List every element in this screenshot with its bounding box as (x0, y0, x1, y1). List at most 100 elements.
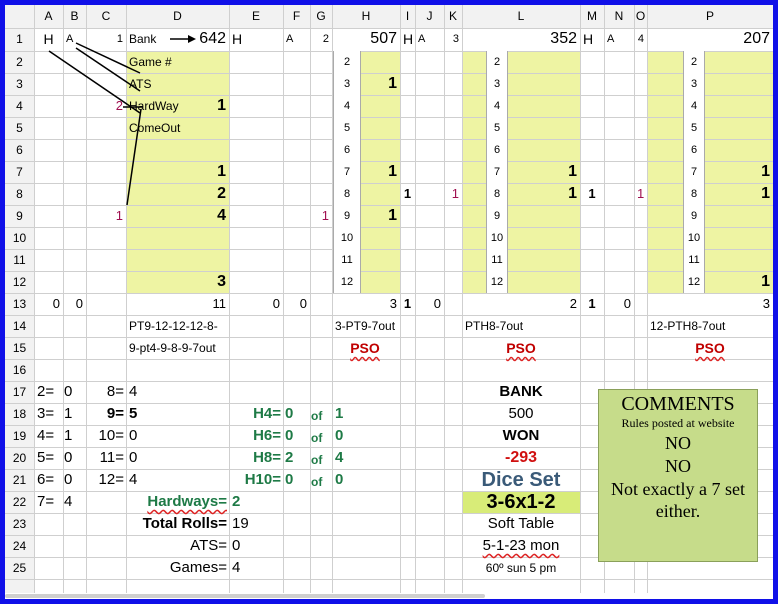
row-header[interactable]: 22 (12, 495, 27, 509)
dice-number-label: 8 (486, 183, 508, 205)
dice-number-label: 7 (333, 161, 361, 183)
row-header[interactable]: 20 (12, 451, 27, 465)
note-d14: PT9-12-12-12-8- (129, 319, 218, 333)
column-header[interactable]: J (426, 9, 433, 23)
gridline-v (332, 5, 333, 599)
row-header[interactable]: 19 (12, 429, 27, 443)
row-header[interactable]: 7 (16, 165, 23, 179)
column-header[interactable]: I (405, 9, 410, 23)
row-header[interactable]: 2 (16, 55, 23, 69)
gridline-h (5, 205, 773, 206)
column-header[interactable]: O (635, 9, 646, 23)
gridline-h (5, 51, 773, 52)
row-header[interactable]: 21 (12, 473, 27, 487)
row-header[interactable]: 25 (12, 561, 27, 575)
dice-number-label: 4 (486, 95, 508, 117)
ats-label: ATS= (190, 537, 227, 554)
tally-label: 10= (98, 427, 124, 444)
column-header[interactable]: P (705, 9, 714, 23)
row-header[interactable]: 11 (13, 253, 26, 267)
cell-f13: 0 (299, 296, 307, 311)
row-header[interactable]: 14 (12, 319, 27, 333)
hardway-total: 0 (335, 471, 344, 488)
comments-title: COMMENTS (621, 393, 735, 415)
dice-number-label: 3 (683, 73, 705, 95)
column-header[interactable]: C (101, 9, 111, 23)
gridline-h (5, 95, 773, 96)
label-bank: Bank (129, 32, 157, 46)
cell-g9: 1 (321, 208, 329, 223)
row-header[interactable]: 1 (16, 32, 23, 46)
row-header[interactable]: 23 (12, 517, 27, 531)
tally-value: 1 (64, 427, 73, 444)
gridline-h (5, 337, 773, 338)
dice-set-highlight (462, 491, 580, 513)
pso-l: PSO (506, 340, 536, 356)
row-header[interactable]: 6 (16, 143, 23, 157)
cell-m1: H (583, 31, 594, 47)
row-header[interactable]: 15 (12, 341, 27, 355)
cell-m13: 1 (588, 296, 596, 311)
tally-value: 5 (129, 405, 138, 422)
column-header[interactable]: G (316, 9, 326, 23)
column-header[interactable]: M (587, 9, 597, 23)
column-header-bar (5, 5, 773, 28)
label-comeout: ComeOut (129, 121, 181, 135)
column-header[interactable]: D (173, 9, 182, 23)
tally-label: 2= (37, 383, 55, 400)
row-header[interactable]: 13 (12, 297, 27, 311)
column-header[interactable]: A (44, 9, 53, 23)
column-header[interactable]: E (251, 9, 260, 23)
hardway-label: H8= (253, 449, 281, 466)
column-header[interactable]: B (70, 9, 79, 23)
cell-l13: 2 (569, 296, 577, 311)
hardway-of: of (311, 475, 323, 489)
yellow-column-0 (126, 51, 229, 293)
row-header[interactable]: 8 (16, 187, 23, 201)
gridline-v (229, 5, 230, 599)
row-header[interactable]: 24 (12, 539, 27, 553)
hardway-label: H6= (253, 427, 281, 444)
horizontal-scrollbar[interactable] (5, 593, 773, 599)
column-header[interactable]: L (517, 9, 525, 23)
column-header[interactable]: N (614, 9, 624, 23)
cell-j13: 0 (433, 296, 441, 311)
dice-number-label: 10 (333, 227, 361, 249)
scrollbar-thumb[interactable] (5, 594, 485, 598)
tally-label: 9= (106, 405, 124, 422)
row-header[interactable]: 4 (16, 99, 23, 113)
dice-number-label: 7 (683, 161, 705, 183)
hardway-total: 1 (335, 405, 344, 422)
cell-p-value: 1 (761, 163, 770, 180)
row-header[interactable]: 5 (16, 121, 23, 135)
spreadsheet: A B C D E F G H I J K L M N O P 1 2 3 4 5 6 7 8 9 10 11 12 13 14 15 16 1… (5, 5, 773, 599)
column-header[interactable]: H (361, 9, 371, 23)
cell-e1: H (232, 31, 243, 47)
row-header[interactable]: 3 (16, 77, 23, 91)
cell-d13: 11 (212, 296, 227, 311)
row-header[interactable]: 16 (12, 363, 27, 377)
comments-box: COMMENTS Rules posted at website NO NO N… (598, 389, 758, 562)
ats-value: 0 (232, 537, 241, 554)
cell-p-value: 1 (761, 185, 770, 202)
row-header[interactable]: 12 (12, 275, 27, 289)
row-header[interactable]: 17 (12, 385, 27, 399)
dice-number-label: 12 (333, 271, 361, 293)
dice-number-label: 5 (683, 117, 705, 139)
column-header[interactable]: F (292, 9, 301, 23)
hardway-value: 0 (285, 427, 294, 444)
dice-number-label: 4 (683, 95, 705, 117)
row-header[interactable]: 10 (12, 231, 27, 245)
cell-i8: 1 (403, 186, 412, 201)
row-header[interactable]: 18 (12, 407, 27, 421)
gridline-v (444, 5, 445, 599)
row-header[interactable]: 9 (16, 209, 23, 223)
column-header[interactable]: K (448, 9, 457, 23)
dice-number-label: 3 (486, 73, 508, 95)
gridline-h (5, 425, 773, 426)
gridline-h (5, 139, 773, 140)
gridline-h (5, 73, 773, 74)
gridline-h (5, 28, 773, 29)
cell-f1: A (286, 33, 294, 45)
table-type: Soft Table (487, 515, 555, 532)
